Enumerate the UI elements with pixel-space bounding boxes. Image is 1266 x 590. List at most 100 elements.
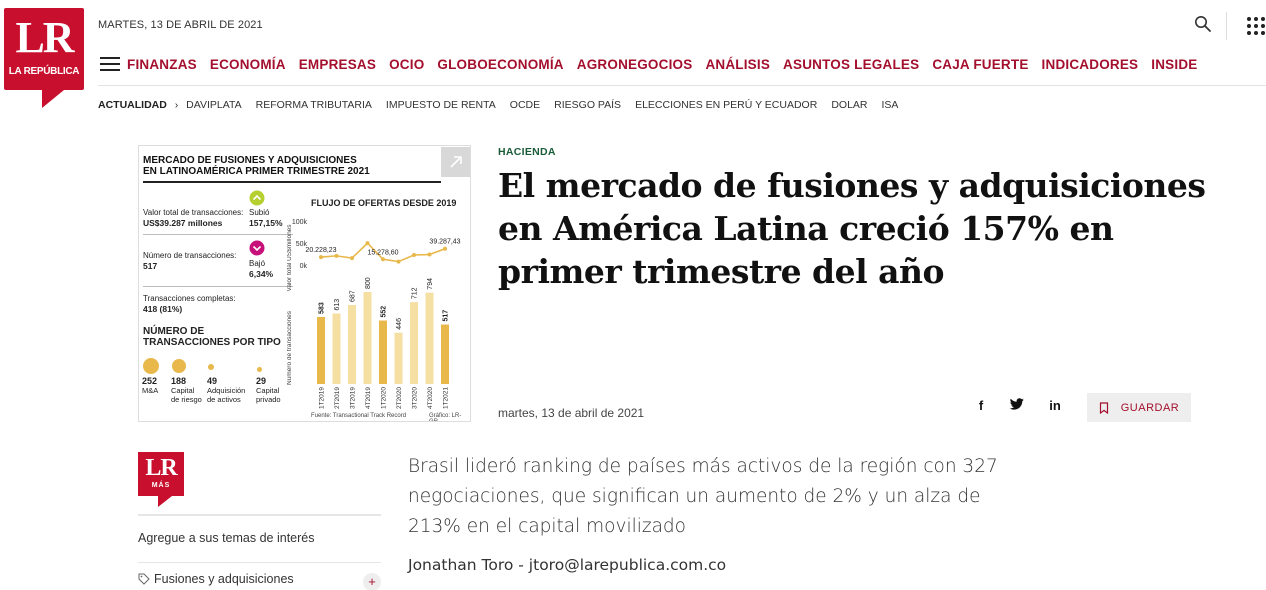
nav-item-indicadores[interactable]: INDICADORES — [1041, 56, 1139, 72]
bar — [332, 313, 341, 384]
nav-item-globoeconomia[interactable]: GLOBOECONOMÍA — [437, 56, 564, 72]
nav-item-caja-fuerte[interactable]: CAJA FUERTE — [932, 56, 1029, 72]
save-label: GUARDAR — [1120, 401, 1180, 414]
type-label-assets: 49 Adquisición de activos — [207, 376, 245, 405]
bar — [379, 320, 387, 384]
lr-mas-text: LR — [145, 455, 177, 481]
bar-value-label: 613 — [334, 299, 341, 311]
trending-tag[interactable]: ELECCIONES EN PERÚ Y ECUADOR — [635, 99, 818, 111]
type-value: 188 — [171, 376, 187, 386]
chevron-right-icon: › — [174, 99, 179, 111]
bar — [317, 316, 325, 384]
twitter-icon — [1009, 398, 1024, 410]
stat-value: US$39.287 millones — [143, 218, 223, 228]
bar-value-label: 712 — [412, 287, 419, 299]
chart-title: FLUJO DE OFERTAS DESDE 2019 — [311, 198, 457, 208]
main-navigation: FINANZAS ECONOMÍA EMPRESAS OCIO GLOBOECO… — [100, 50, 1210, 78]
lr-mas-subtitle: MÁS — [151, 482, 171, 489]
arrow-down-icon — [249, 240, 265, 256]
category-tick-label: 2T2019 — [334, 387, 341, 409]
bar-axis-label: Número de transacciones — [287, 310, 293, 385]
trending-tags-bar: ACTUALIDAD › DAVIPLATA REFORMA TRIBUTARI… — [98, 99, 912, 111]
article-date: martes, 13 de abril de 2021 — [498, 406, 645, 420]
grid-dot-icon — [1254, 17, 1258, 21]
line-tick-label: 100k — [292, 219, 308, 226]
share-linkedin-button[interactable]: in — [1046, 398, 1064, 414]
arrow-up-icon — [249, 190, 265, 206]
category-tick-label: 4T2019 — [365, 387, 372, 409]
nav-item-finanzas[interactable]: FINANZAS — [127, 56, 197, 72]
trending-tag[interactable]: DAVIPLATA — [186, 99, 242, 111]
topic-item[interactable]: Fusiones y adquisiciones — [138, 572, 294, 586]
line-axis-label: Valor total US$millones — [287, 224, 293, 292]
nav-item-agronegocios[interactable]: AGRONEGOCIOS — [576, 56, 693, 72]
stat-value: 157,15% — [249, 218, 283, 228]
nav-item-empresas[interactable]: EMPRESAS — [298, 56, 377, 72]
trending-tag[interactable]: IMPUESTO DE RENTA — [385, 99, 496, 111]
current-section[interactable]: ACTUALIDAD — [98, 99, 167, 111]
add-topic-button[interactable]: + — [363, 573, 381, 590]
nav-item-economia[interactable]: ECONOMÍA — [209, 56, 286, 72]
article-author[interactable]: Jonathan Toro - jtoro@larepublica.com.co — [408, 556, 727, 574]
apps-menu-button[interactable] — [1247, 17, 1265, 35]
share-facebook-button[interactable]: f — [972, 398, 990, 414]
stat-label: Transacciones completas: — [143, 294, 236, 303]
article-headline: El mercado de fusiones y adquisiciones e… — [498, 166, 1206, 291]
stat-label: Bajó — [249, 259, 266, 268]
infographic-rule — [143, 181, 441, 183]
save-article-button[interactable]: GUARDAR — [1087, 393, 1191, 422]
article-lead: Brasil lideró ranking de países más acti… — [408, 456, 998, 537]
article-infographic[interactable]: MERCADO DE FUSIONES Y ADQUISICIONES EN L… — [138, 145, 471, 422]
grid-dot-icon — [1261, 17, 1265, 21]
trending-tag[interactable]: RIESGO PAÍS — [554, 99, 622, 111]
nav-item-ocio[interactable]: OCIO — [389, 56, 425, 72]
logo-text: LR — [15, 13, 74, 62]
hamburger-menu-icon[interactable] — [100, 57, 120, 71]
nav-divider — [98, 85, 1266, 86]
line-point — [443, 246, 447, 251]
grid-dot-icon — [1261, 31, 1265, 35]
line-point-label: 15.278,60 — [367, 249, 398, 256]
share-twitter-button[interactable] — [1008, 398, 1026, 414]
stat-value: 517 — [143, 261, 158, 271]
nav-item-analisis[interactable]: ANÁLISIS — [705, 56, 771, 72]
trending-tag[interactable]: DOLAR — [831, 99, 868, 111]
category-tick-label: 2T2020 — [396, 387, 403, 409]
type-value: 252 — [142, 376, 158, 386]
bar — [394, 332, 403, 384]
type-name: M&A — [142, 386, 159, 395]
type-name: de activos — [207, 395, 241, 404]
bar-value-label: 687 — [350, 290, 357, 302]
type-circle — [143, 358, 159, 374]
infographic-title: MERCADO DE FUSIONES Y ADQUISICIONES EN L… — [143, 155, 370, 177]
type-name: de riesgo — [171, 395, 202, 404]
line-point — [396, 259, 401, 264]
lr-mas-logo[interactable]: LR MÁS — [138, 452, 184, 507]
interests-label: Agregue a sus temas de interés — [138, 531, 315, 545]
expand-image-button[interactable] — [441, 147, 470, 177]
header-date: MARTES, 13 DE ABRIL DE 2021 — [98, 19, 263, 31]
type-circle — [208, 364, 214, 370]
type-value: 49 — [207, 376, 218, 386]
grid-dot-icon — [1261, 24, 1265, 28]
nav-item-inside[interactable]: INSIDE — [1151, 56, 1198, 72]
category-tick-label: 3T2019 — [350, 387, 357, 409]
trending-tag[interactable]: OCDE — [509, 99, 541, 111]
types-title-line: NÚMERO DE — [143, 326, 205, 337]
stat-divider — [143, 286, 293, 287]
search-button[interactable] — [1194, 15, 1214, 35]
bar-value-label: 794 — [427, 278, 434, 290]
tag-icon — [138, 573, 150, 585]
infographic-title-line: MERCADO DE FUSIONES Y ADQUISICIONES — [143, 155, 357, 166]
stat-count: Número de transacciones: 517 — [143, 251, 236, 272]
article-section-label[interactable]: HACIENDA — [498, 146, 556, 158]
sidebar-divider — [138, 562, 381, 563]
nav-item-asuntos-legales[interactable]: ASUNTOS LEGALES — [783, 56, 920, 72]
trending-tag[interactable]: ISA — [881, 99, 899, 111]
expand-arrow-icon — [450, 156, 462, 168]
trending-tag[interactable]: REFORMA TRIBUTARIA — [255, 99, 372, 111]
line-point — [412, 253, 416, 257]
site-logo[interactable]: LR LA REPÚBLICA — [4, 8, 84, 108]
header-divider — [1226, 12, 1227, 40]
logo-tail — [42, 90, 64, 108]
